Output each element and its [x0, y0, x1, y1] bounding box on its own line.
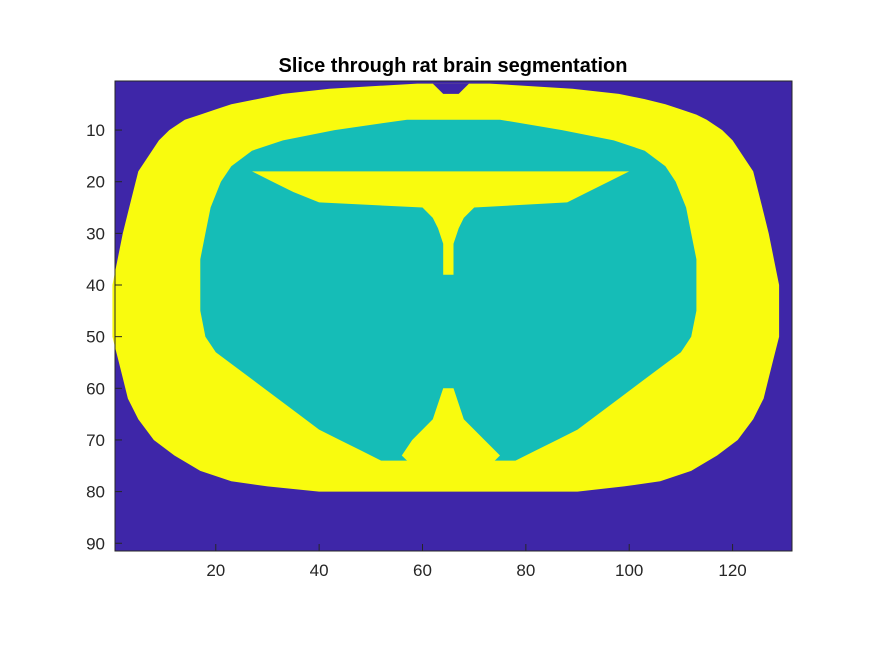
y-tick-label: 70 [86, 431, 105, 450]
y-tick-label: 40 [86, 276, 105, 295]
x-axis: 20 40 60 80 100 120 [206, 544, 747, 580]
chart-title: Slice through rat brain segmentation [279, 55, 628, 77]
region-inner-tissue [200, 119, 697, 461]
x-tick-label: 20 [206, 561, 225, 580]
x-tick-label: 80 [516, 561, 535, 580]
y-axis: 10 20 30 40 50 60 70 80 90 [86, 121, 122, 553]
plot-area [112, 80, 793, 552]
region-notch-top [432, 83, 469, 94]
region-ventricle-upper [252, 171, 630, 275]
x-tick-label: 100 [615, 561, 643, 580]
y-tick-label: 50 [86, 328, 105, 347]
x-tick-label: 40 [310, 561, 329, 580]
y-tick-label: 90 [86, 534, 105, 553]
y-tick-label: 80 [86, 483, 105, 502]
y-tick-label: 60 [86, 379, 105, 398]
y-tick-label: 10 [86, 121, 105, 140]
x-tick-label: 120 [718, 561, 746, 580]
y-tick-label: 30 [86, 224, 105, 243]
axes-box [114, 80, 793, 552]
region-ventricle-lower [401, 388, 500, 466]
y-tick-label: 20 [86, 173, 105, 192]
x-tick-label: 60 [413, 561, 432, 580]
